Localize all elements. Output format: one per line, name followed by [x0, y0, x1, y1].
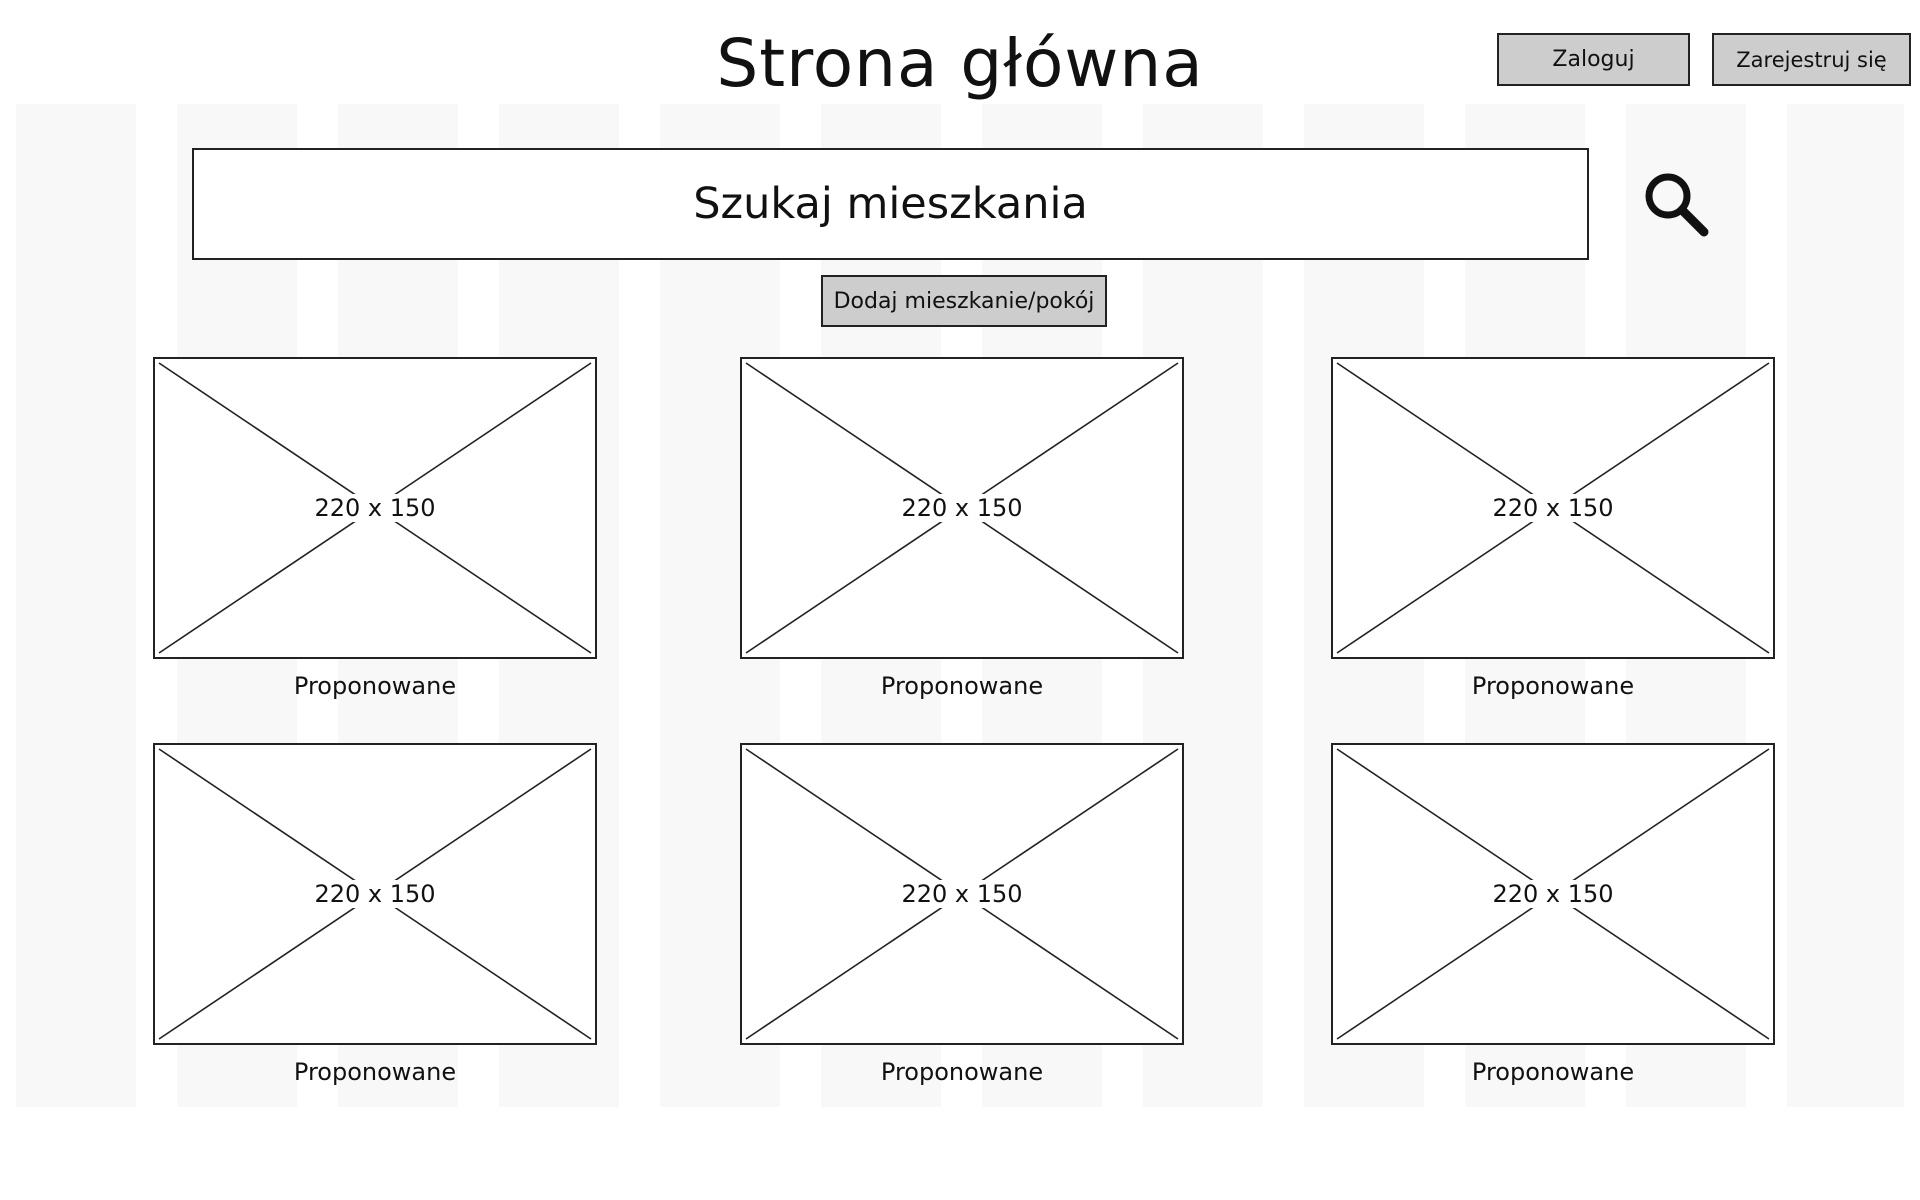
listing-image-placeholder[interactable]: 220 x 150 [740, 357, 1184, 659]
listing-caption: Proponowane [880, 1058, 1044, 1086]
listing-card[interactable]: 220 x 150 Proponowane [1331, 743, 1775, 1087]
page-title: Strona główna [716, 25, 1204, 102]
listing-image-placeholder[interactable]: 220 x 150 [740, 743, 1184, 1045]
listing-card[interactable]: 220 x 150 Proponowane [153, 357, 597, 701]
image-size-label: 220 x 150 [1486, 494, 1620, 522]
search-input-text: Szukaj mieszkania [693, 179, 1088, 229]
image-size-label: 220 x 150 [1486, 880, 1620, 908]
listing-card[interactable]: 220 x 150 Proponowane [1331, 357, 1775, 701]
login-button[interactable]: Zaloguj [1497, 33, 1690, 86]
listing-image-placeholder[interactable]: 220 x 150 [1331, 357, 1775, 659]
listing-image-placeholder[interactable]: 220 x 150 [1331, 743, 1775, 1045]
listing-caption: Proponowane [880, 672, 1044, 700]
listing-image-placeholder[interactable]: 220 x 150 [153, 743, 597, 1045]
add-apartment-button[interactable]: Dodaj mieszkanie/pokój [821, 275, 1107, 327]
listing-card[interactable]: 220 x 150 Proponowane [740, 743, 1184, 1087]
listing-image-placeholder[interactable]: 220 x 150 [153, 357, 597, 659]
image-size-label: 220 x 150 [308, 880, 442, 908]
image-size-label: 220 x 150 [895, 880, 1029, 908]
image-size-label: 220 x 150 [308, 494, 442, 522]
listing-card[interactable]: 220 x 150 Proponowane [153, 743, 597, 1087]
listing-caption: Proponowane [293, 1058, 457, 1086]
search-input[interactable]: Szukaj mieszkania [192, 148, 1589, 260]
listing-caption: Proponowane [1471, 1058, 1635, 1086]
search-icon[interactable] [1640, 168, 1712, 240]
listing-caption: Proponowane [1471, 672, 1635, 700]
listing-caption: Proponowane [293, 672, 457, 700]
listing-card[interactable]: 220 x 150 Proponowane [740, 357, 1184, 701]
register-button[interactable]: Zarejestruj się [1712, 33, 1911, 86]
image-size-label: 220 x 150 [895, 494, 1029, 522]
